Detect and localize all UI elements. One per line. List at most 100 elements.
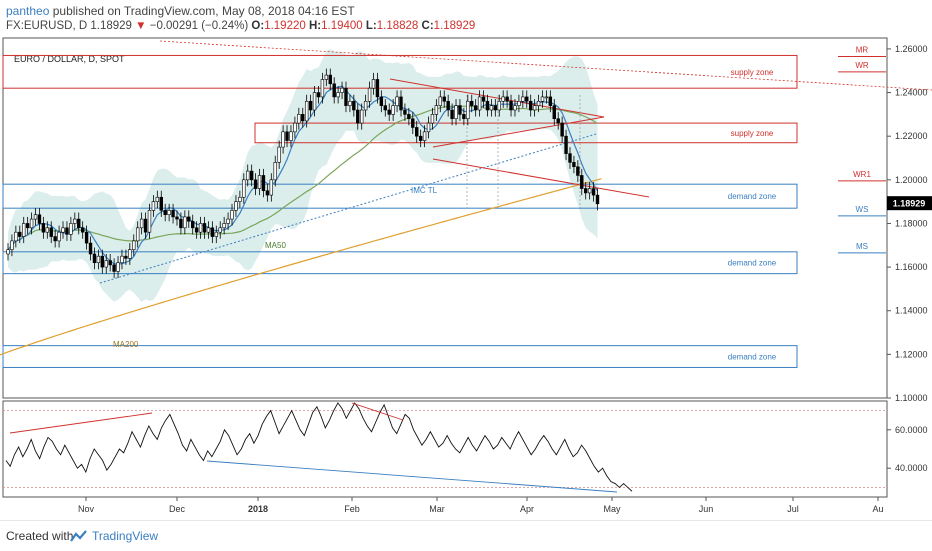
candle-body	[454, 105, 458, 120]
candle-body	[108, 260, 112, 266]
candle-body	[324, 74, 329, 80]
candle-body	[481, 96, 486, 102]
candle-body	[120, 255, 124, 264]
y-tick-label: 1.12000	[895, 349, 928, 359]
candle-body	[473, 105, 478, 111]
candle-body	[580, 175, 584, 189]
candle-body	[356, 109, 360, 124]
candle-body	[167, 210, 171, 216]
low-value: 1.18828	[376, 20, 419, 32]
candle-body	[187, 216, 191, 222]
supply-zone-label: supply zone	[731, 68, 774, 77]
candle-body	[41, 223, 46, 233]
candle-body	[33, 214, 38, 220]
tradingview-brand[interactable]: TradingView	[92, 529, 159, 543]
osc-divergence-down	[206, 460, 618, 493]
supply-zone-box	[254, 122, 798, 144]
x-tick-label: Nov	[78, 504, 95, 514]
candle-body	[477, 96, 482, 111]
demand-zone-label: demand zone	[728, 353, 777, 362]
candle-body	[304, 100, 309, 122]
candle-body	[53, 236, 57, 242]
y-tick-label: 1.16000	[895, 262, 928, 272]
candle-body	[18, 231, 22, 237]
candle-body	[548, 96, 553, 106]
low-label: L:	[365, 20, 377, 32]
osc-divergence-up	[9, 412, 153, 434]
pivot-level-label: MR	[856, 46, 869, 55]
candle-body	[442, 96, 446, 102]
candle-body	[88, 242, 93, 255]
candle-body	[61, 227, 65, 233]
candle-body	[576, 166, 580, 176]
candle-body	[285, 131, 289, 141]
author-name[interactable]: pantheo	[6, 4, 50, 18]
candle-body	[222, 223, 226, 229]
candle-body	[112, 264, 116, 272]
candle-body	[379, 96, 384, 106]
candle-body	[65, 227, 69, 235]
candle-body	[340, 87, 344, 93]
candle-body	[269, 179, 274, 196]
candle-body	[316, 92, 321, 98]
y-tick-label: 1.22000	[895, 131, 928, 141]
x-tick-label: Apr	[520, 504, 534, 514]
candle-body	[57, 231, 61, 242]
open-label: O:	[251, 20, 265, 32]
supply-zone-box	[2, 54, 798, 89]
close-label: C:	[421, 20, 434, 32]
candle-body	[312, 92, 317, 111]
candle-body	[37, 214, 42, 224]
y-tick-label: 1.20000	[895, 175, 928, 185]
candle-body	[308, 100, 313, 111]
candle-body	[595, 194, 600, 205]
change-value: −0.00291 (−0.24%)	[149, 20, 249, 32]
candle-body	[375, 79, 380, 98]
candle-body	[289, 131, 293, 141]
candle-body	[587, 188, 592, 194]
candle-body	[151, 201, 156, 211]
oscillator-line	[5, 402, 633, 492]
candle-body	[194, 227, 199, 233]
candle-body	[261, 175, 266, 192]
candle-body	[183, 216, 187, 229]
candle-body	[367, 87, 372, 102]
candle-body	[403, 109, 407, 115]
candle-body	[485, 100, 490, 111]
candle-body	[45, 227, 50, 233]
tradingview-logo-icon[interactable]	[70, 530, 88, 542]
candle-body	[591, 188, 596, 196]
high-value: 1.19400	[321, 20, 363, 32]
candle-body	[206, 227, 211, 233]
candle-body	[446, 100, 450, 111]
candle-body	[249, 170, 254, 181]
price-pane-frame	[2, 37, 888, 399]
osc-y-tick-label: 40.0000	[895, 463, 928, 473]
candle-body	[438, 96, 442, 106]
candle-body	[135, 227, 140, 242]
candle-body	[544, 96, 549, 99]
candle-body	[513, 105, 517, 111]
candle-body	[572, 162, 576, 168]
candle-body	[497, 100, 501, 111]
x-tick-label: Au	[872, 504, 883, 514]
x-tick-label: Jul	[787, 504, 799, 514]
candle-body	[96, 255, 101, 264]
candle-body	[80, 227, 85, 233]
demand-zone-box	[2, 183, 798, 209]
candle-body	[525, 96, 529, 102]
candle-body	[92, 253, 97, 264]
price-chart[interactable]: EURO / DOLLAR, D, SPOT 1.26000 1.24000 1.22…	[0, 0, 932, 520]
candle-body	[128, 249, 132, 259]
candle-body	[552, 105, 556, 120]
candle-body	[265, 190, 270, 196]
candle-body	[462, 114, 466, 120]
candle-body	[139, 218, 144, 229]
candle-body	[466, 100, 470, 120]
candle-body	[521, 96, 525, 102]
created-with-text: Created with	[6, 529, 74, 543]
candle-body	[281, 131, 285, 148]
candle-body	[458, 105, 462, 115]
candle-body	[277, 146, 281, 163]
candle-body	[336, 92, 340, 98]
